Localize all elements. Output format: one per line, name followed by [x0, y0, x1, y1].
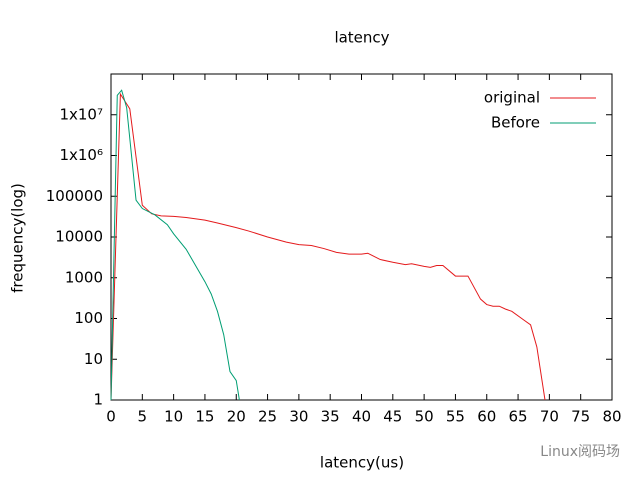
x-tick-label: 25 [258, 408, 277, 426]
y-tick-label: 100000 [46, 187, 103, 205]
y-tick-label: 1x10⁷ [59, 105, 103, 123]
x-tick-label: 10 [164, 408, 183, 426]
chart-title: latency [334, 29, 389, 47]
y-tick-label: 1 [93, 391, 103, 409]
legend-label: Before [491, 114, 540, 132]
x-tick-label: 50 [415, 408, 434, 426]
x-tick-label: 5 [138, 408, 148, 426]
x-tick-label: 0 [106, 408, 116, 426]
x-tick-label: 75 [571, 408, 590, 426]
y-tick-label: 10000 [55, 228, 103, 246]
y-tick-label: 1000 [65, 268, 103, 286]
x-tick-label: 70 [540, 408, 559, 426]
legend-label: original [484, 89, 540, 107]
x-tick-label: 60 [477, 408, 496, 426]
series-line [110, 89, 240, 401]
x-tick-label: 35 [321, 408, 340, 426]
x-tick-label: 65 [509, 408, 528, 426]
y-tick-label: 10 [84, 350, 103, 368]
x-tick-label: 20 [227, 408, 246, 426]
x-tick-label: 45 [383, 408, 402, 426]
x-axis-label: latency(us) [320, 454, 404, 472]
x-tick-label: 40 [352, 408, 371, 426]
y-tick-label: 100 [74, 309, 103, 327]
y-tick-label: 1x10⁶ [59, 146, 103, 164]
watermark: Linux阅码场 [540, 444, 620, 460]
x-tick-label: 15 [195, 408, 214, 426]
x-tick-label: 30 [289, 408, 308, 426]
x-tick-label: 55 [446, 408, 465, 426]
x-tick-label: 80 [602, 408, 621, 426]
y-axis-label: frequency(log) [9, 183, 27, 293]
series-line [110, 92, 546, 401]
